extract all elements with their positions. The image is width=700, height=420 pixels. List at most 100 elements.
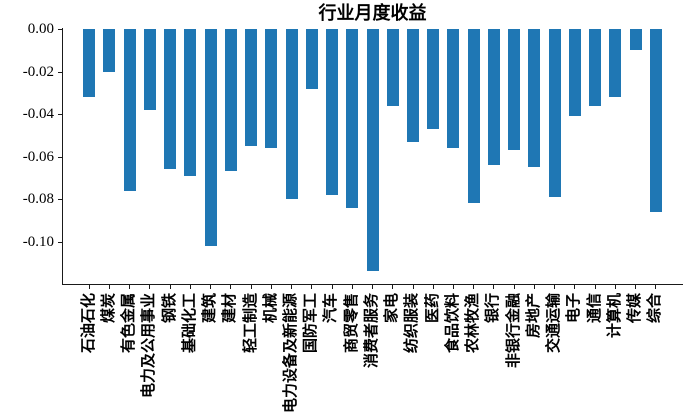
bar [467, 29, 480, 203]
x-tick [614, 285, 616, 289]
x-tick [574, 285, 576, 289]
y-axis-line [62, 28, 63, 285]
bar [143, 29, 156, 110]
x-tick [331, 285, 333, 289]
x-tick-label: 电子 [566, 293, 583, 324]
bar [427, 29, 440, 129]
x-tick [372, 285, 373, 289]
bar [204, 29, 217, 246]
bar [386, 29, 399, 106]
x-tick [169, 285, 171, 289]
x-tick [432, 285, 434, 289]
x-tick-label: 基础化工 [181, 293, 198, 354]
x-tick-label: 房地产 [525, 293, 542, 339]
x-tick [533, 285, 535, 289]
bar [629, 29, 642, 50]
x-tick-label: 纺织服装 [404, 293, 421, 354]
x-tick [473, 285, 475, 289]
x-tick-label: 有色金属 [121, 293, 138, 354]
bar [407, 29, 419, 142]
y-tick-label: -0.06 [22, 149, 54, 165]
x-tick [189, 285, 191, 289]
bar [245, 29, 258, 146]
x-tick-label: 银行 [485, 293, 502, 324]
x-tick [635, 285, 637, 289]
bar [346, 29, 359, 208]
x-tick-label: 非银行金融 [505, 293, 522, 369]
bar [447, 29, 460, 148]
x-tick [594, 285, 596, 289]
bar [366, 29, 379, 271]
y-tick-label: -0.02 [22, 64, 54, 80]
x-tick-label: 轻工制造 [242, 293, 259, 354]
x-tick-label: 通信 [586, 293, 603, 324]
x-tick-label: 家电 [384, 293, 401, 324]
x-tick-label: 传媒 [627, 293, 644, 324]
x-tick-label: 消费者服务 [364, 293, 380, 369]
x-tick [493, 285, 495, 289]
x-tick-label: 煤炭 [100, 293, 117, 324]
x-tick-label: 建筑 [202, 293, 219, 324]
x-tick [149, 285, 151, 289]
y-tick [58, 29, 62, 30]
x-tick-label: 综合 [647, 293, 664, 324]
bar [609, 29, 622, 97]
x-tick-label: 农林牧渔 [465, 293, 482, 354]
y-tick-label: 0.00 [27, 21, 54, 37]
bar [184, 29, 197, 176]
x-tick-label: 商贸零售 [343, 293, 360, 354]
x-tick-label: 交通运输 [546, 293, 563, 354]
x-tick [270, 285, 272, 289]
x-tick-label: 机械 [262, 293, 279, 324]
bar [224, 29, 237, 171]
y-tick [58, 199, 62, 200]
x-tick [88, 285, 90, 289]
x-tick-label: 计算机 [606, 293, 623, 339]
y-tick-label: -0.08 [22, 191, 54, 207]
y-tick-label: -0.04 [22, 106, 54, 122]
bar [103, 29, 116, 72]
y-tick [58, 114, 62, 115]
x-tick [392, 285, 394, 289]
bar [164, 29, 177, 169]
bar [589, 29, 602, 106]
x-tick-label: 医药 [424, 293, 441, 324]
x-tick [513, 285, 515, 289]
x-tick [412, 285, 414, 289]
x-tick [351, 285, 353, 289]
y-tick [58, 157, 62, 158]
x-tick [452, 285, 454, 289]
x-tick [291, 285, 293, 289]
x-tick-label: 电力设备及新能源 [283, 293, 300, 414]
x-tick-label: 建材 [222, 293, 239, 324]
bar [285, 29, 298, 199]
x-tick [250, 285, 252, 289]
x-tick-label: 食品饮料 [444, 293, 461, 354]
x-tick [655, 285, 657, 289]
bar [649, 29, 662, 212]
bar [305, 29, 318, 89]
bar [487, 29, 500, 165]
x-tick-label: 国防军工 [303, 293, 320, 354]
y-tick [58, 242, 62, 243]
x-tick-label: 石油石化 [80, 293, 97, 354]
bar [326, 29, 338, 195]
bar [83, 29, 96, 97]
bar [265, 29, 278, 148]
x-tick [210, 285, 212, 289]
bar [123, 29, 136, 191]
x-tick [311, 285, 313, 289]
bar [528, 29, 541, 167]
bar [548, 29, 561, 197]
bar [568, 29, 581, 116]
x-tick-label: 汽车 [323, 293, 340, 324]
y-tick [58, 72, 62, 73]
chart-title: 行业月度收益 [318, 3, 427, 23]
x-tick [554, 285, 556, 289]
x-tick [230, 285, 232, 289]
x-tick-label: 钢铁 [161, 293, 178, 324]
y-tick-label: -0.10 [22, 234, 54, 250]
x-tick-label: 电力及公用事业 [141, 293, 158, 399]
x-axis-line [62, 284, 683, 285]
